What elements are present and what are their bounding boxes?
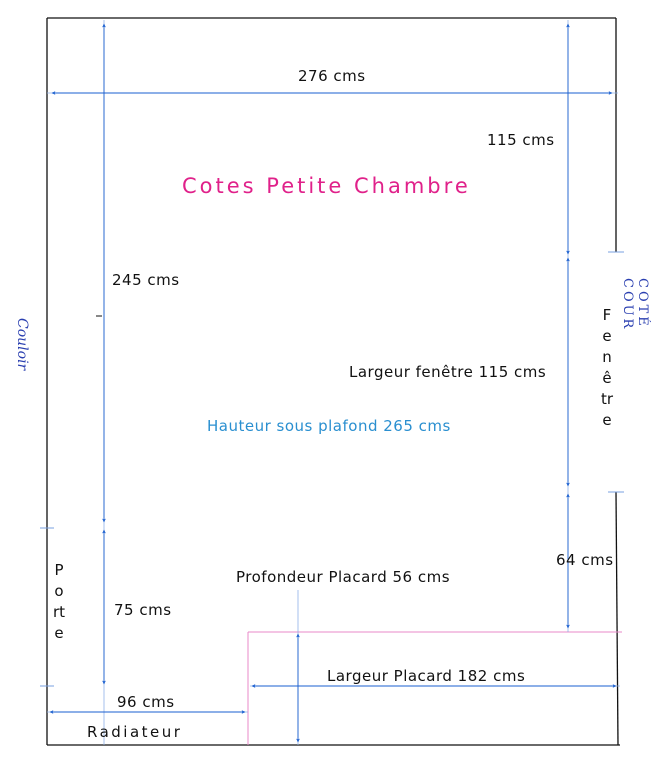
- label-right-64: 64 cms: [556, 551, 614, 569]
- wall-right-lower: [615, 491, 619, 746]
- label-window-vertical: Fenêtre: [600, 306, 614, 429]
- label-window-width: Largeur fenêtre 115 cms: [349, 363, 547, 381]
- diagram-title: Cotes Petite Chambre: [182, 174, 471, 198]
- wall-ticks: [40, 251, 624, 687]
- label-door-75: 75 cms: [114, 601, 172, 619]
- label-closet-width: Largeur Placard 182 cms: [327, 667, 526, 685]
- label-radiator-96: 96 cms: [117, 693, 175, 711]
- label-left-245: 245 cms: [112, 271, 180, 289]
- label-closet-depth: Profondeur Placard 56 cms: [236, 568, 451, 586]
- guide-lines: [47, 20, 620, 745]
- closet-outline: [247, 631, 622, 745]
- dimension-arrows: [49, 23, 617, 743]
- label-width-276: 276 cms: [298, 67, 366, 85]
- label-ceiling-height: Hauteur sous plafond 265 cms: [207, 417, 451, 435]
- room-walls: [46, 17, 620, 746]
- handwritten-couloir: Couloir: [14, 318, 30, 371]
- handwritten-cote-cour: COTÉ COUR: [620, 278, 650, 332]
- label-radiator: Radiateur: [87, 723, 183, 741]
- label-right-115: 115 cms: [487, 131, 555, 149]
- label-door-vertical: Porte: [52, 561, 66, 642]
